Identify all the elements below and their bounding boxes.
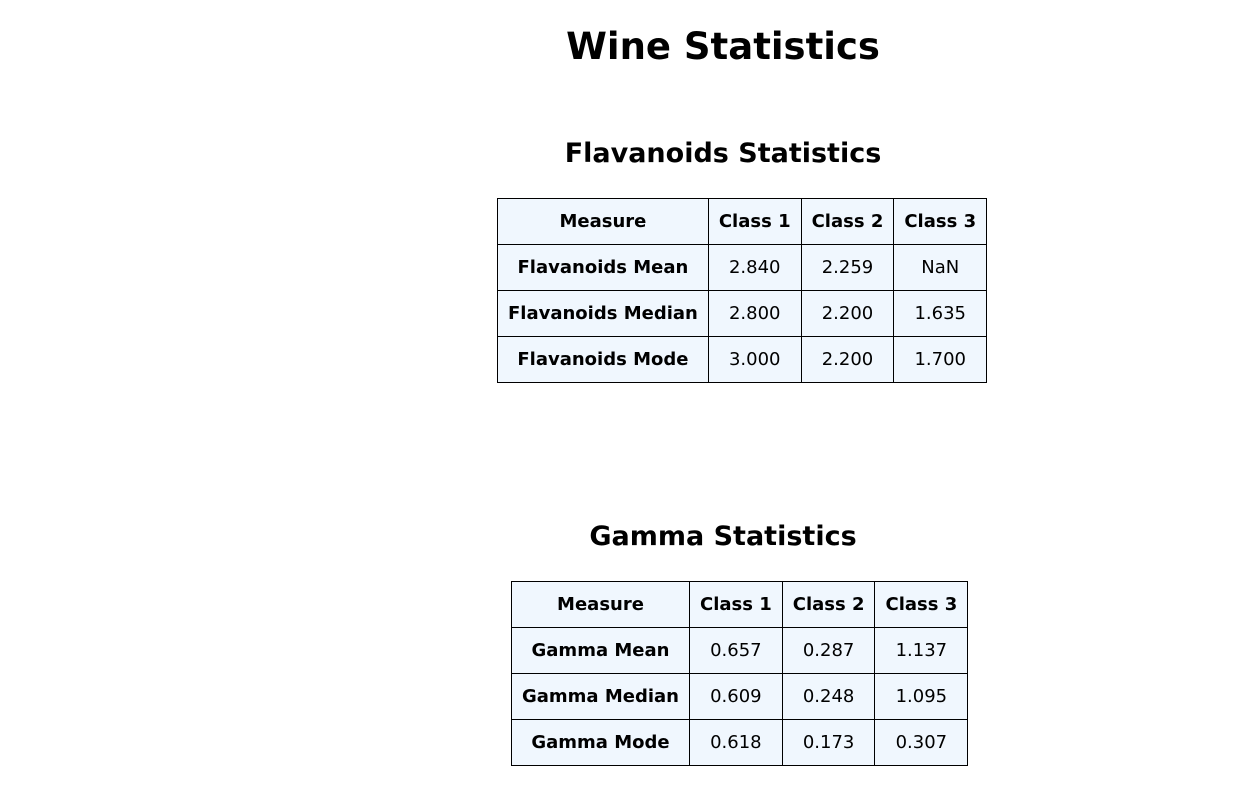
row-label: Flavanoids Mean — [497, 244, 709, 291]
row-label: Flavanoids Median — [497, 290, 709, 337]
table-cell: 1.700 — [893, 336, 988, 383]
table-cell: 2.200 — [800, 336, 895, 383]
row-label: Gamma Mode — [511, 719, 690, 766]
table-cell: 1.635 — [893, 290, 988, 337]
table-cell: 2.800 — [707, 290, 802, 337]
column-header-class-3: Class 3 — [893, 198, 988, 245]
table-cell: 0.248 — [781, 673, 876, 720]
column-header-measure: Measure — [511, 581, 690, 628]
column-header-class-2: Class 2 — [800, 198, 895, 245]
table-cell: 1.095 — [874, 673, 969, 720]
table-row: Gamma Mean 0.657 0.287 1.137 — [511, 627, 969, 674]
column-header-class-2: Class 2 — [781, 581, 876, 628]
table-cell: 3.000 — [707, 336, 802, 383]
table-row: Flavanoids Mode 3.000 2.200 1.700 — [497, 336, 988, 383]
table-row: Gamma Mode 0.618 0.173 0.307 — [511, 719, 969, 766]
table-cell: 0.618 — [688, 719, 783, 766]
column-header-class-1: Class 1 — [707, 198, 802, 245]
table-row: Flavanoids Median 2.800 2.200 1.635 — [497, 290, 988, 337]
table-cell: 0.173 — [781, 719, 876, 766]
column-header-measure: Measure — [497, 198, 709, 245]
row-label: Gamma Median — [511, 673, 690, 720]
table-cell: 0.287 — [781, 627, 876, 674]
column-header-class-3: Class 3 — [874, 581, 969, 628]
table-cell: NaN — [893, 244, 988, 291]
flavanoids-table: Measure Class 1 Class 2 Class 3 Flavanoi… — [497, 198, 988, 383]
table-header-row: Measure Class 1 Class 2 Class 3 — [511, 581, 969, 628]
gamma-section-title: Gamma Statistics — [589, 521, 857, 552]
table-cell: 1.137 — [874, 627, 969, 674]
table-cell: 0.307 — [874, 719, 969, 766]
flavanoids-section-title: Flavanoids Statistics — [564, 138, 882, 169]
table-cell: 2.259 — [800, 244, 895, 291]
page-title: Wine Statistics — [566, 25, 880, 68]
table-cell: 2.840 — [707, 244, 802, 291]
table-row: Flavanoids Mean 2.840 2.259 NaN — [497, 244, 988, 291]
table-header-row: Measure Class 1 Class 2 Class 3 — [497, 198, 988, 245]
table-cell: 0.657 — [688, 627, 783, 674]
table-cell: 2.200 — [800, 290, 895, 337]
gamma-table: Measure Class 1 Class 2 Class 3 Gamma Me… — [511, 581, 969, 766]
table-cell: 0.609 — [688, 673, 783, 720]
row-label: Flavanoids Mode — [497, 336, 709, 383]
table-row: Gamma Median 0.609 0.248 1.095 — [511, 673, 969, 720]
row-label: Gamma Mean — [511, 627, 690, 674]
column-header-class-1: Class 1 — [688, 581, 783, 628]
